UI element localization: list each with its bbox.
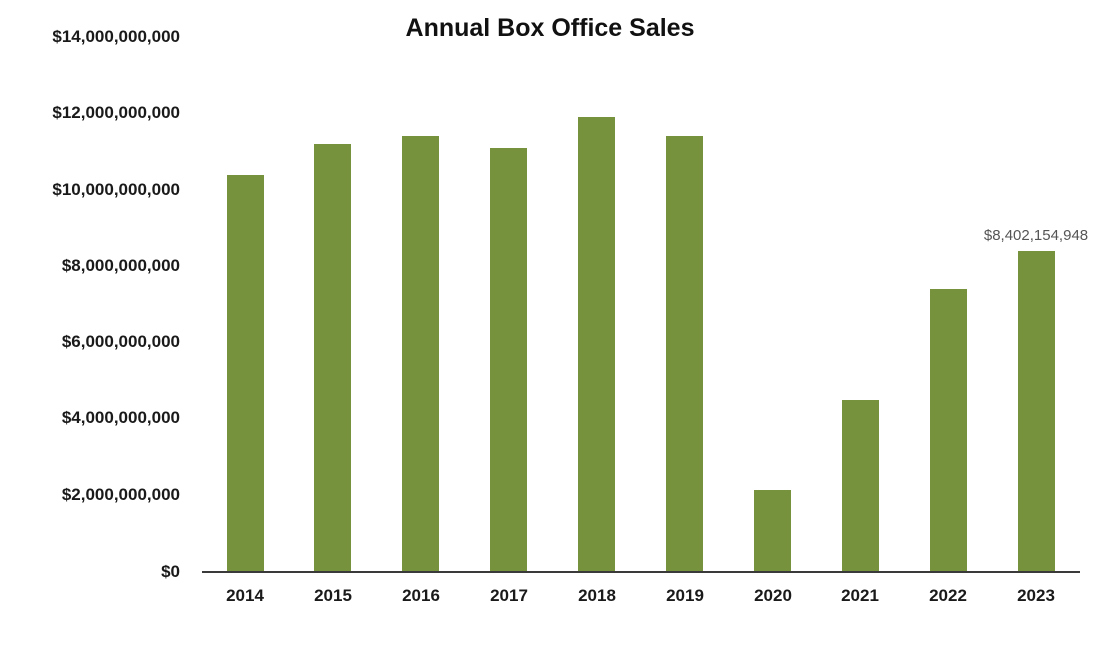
x-tick-label: 2016 (402, 586, 440, 605)
bar-2015 (314, 144, 352, 572)
chart-title: Annual Box Office Sales (405, 14, 695, 42)
x-tick-label: 2022 (929, 586, 967, 605)
x-tick-label: 2020 (754, 586, 792, 605)
bar-2020 (753, 489, 791, 572)
x-tick-label: 2019 (666, 586, 704, 605)
x-axis-line (202, 571, 1080, 573)
y-tick-label: $2,000,000,000 (61, 485, 180, 504)
x-tick-label: 2021 (841, 586, 879, 605)
x-tick-label: 2023 (1017, 586, 1055, 605)
x-tick-label: 2018 (578, 586, 616, 605)
y-tick-label: $6,000,000,000 (61, 332, 180, 351)
x-tick-label: 2014 (226, 586, 264, 605)
bar-2019 (666, 136, 703, 572)
y-tick-label: $0 (161, 562, 180, 581)
bar-2021 (841, 400, 879, 572)
bar-2018 (578, 117, 616, 572)
y-tick-label: $12,000,000,000 (52, 103, 180, 122)
y-tick-label: $4,000,000,000 (61, 408, 180, 427)
bar-2022 (929, 289, 967, 572)
bar-2017 (490, 147, 528, 572)
x-tick-label: 2017 (490, 586, 528, 605)
y-tick-label: $10,000,000,000 (52, 180, 180, 199)
bar-2023 (1017, 250, 1055, 572)
y-tick-label: $8,000,000,000 (61, 256, 180, 275)
bar-2016 (402, 136, 440, 572)
bar-2014 (226, 174, 264, 572)
data-label-2023: $8,402,154,948 (983, 227, 1089, 244)
y-tick-label: $14,000,000,000 (52, 27, 180, 46)
x-tick-label: 2015 (314, 586, 352, 605)
